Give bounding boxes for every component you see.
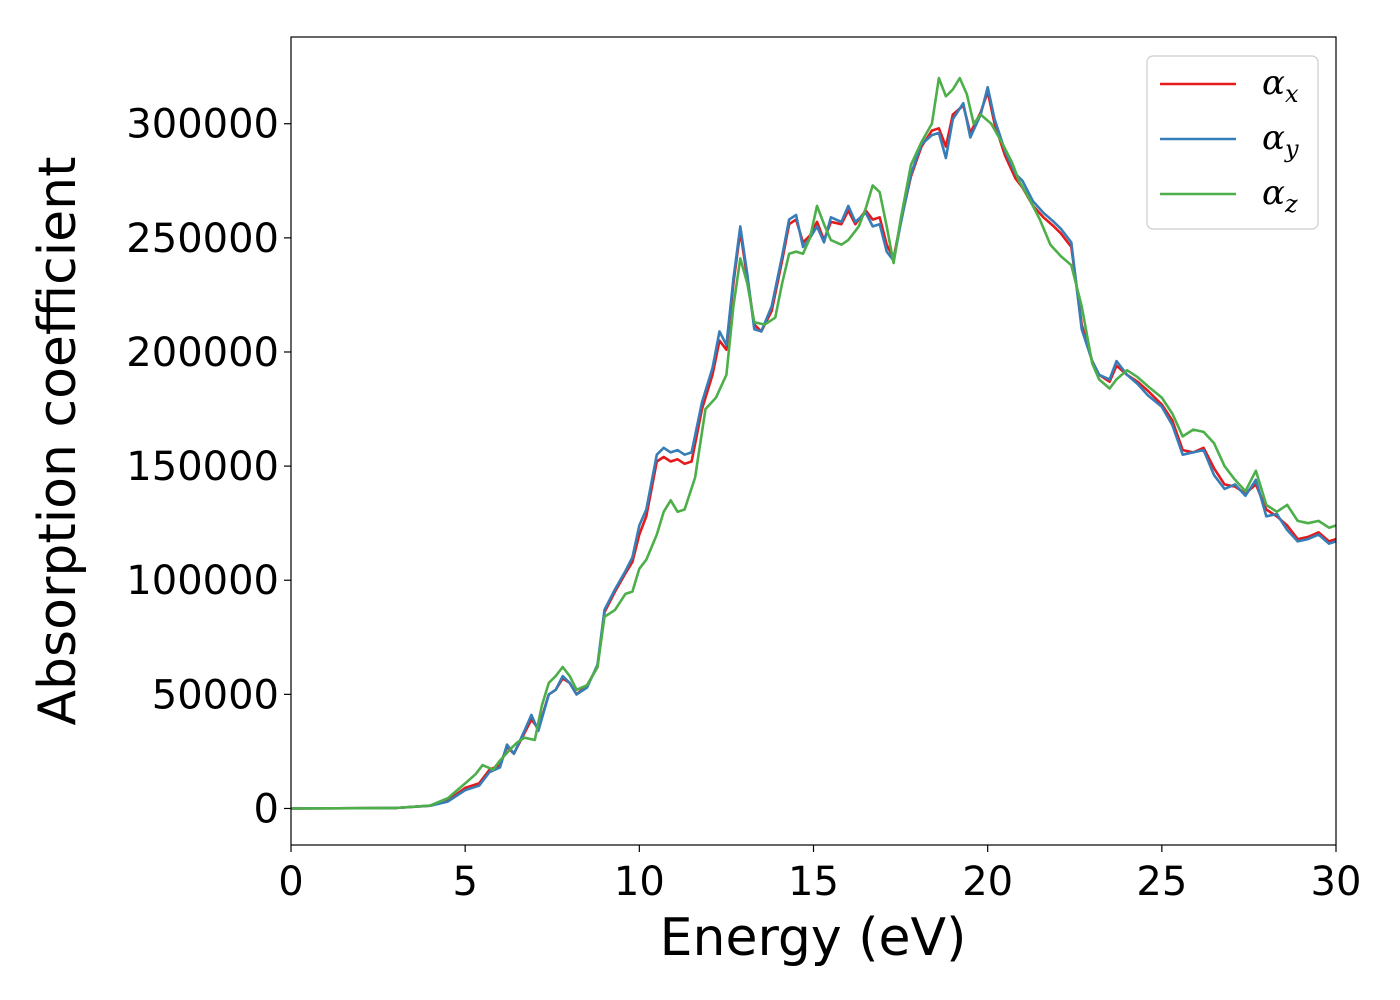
y-tick-label: 100000: [126, 558, 279, 604]
y-tick-label: 50000: [152, 672, 279, 718]
y-tick-label: 0: [254, 786, 279, 832]
x-tick-label: 25: [1136, 859, 1187, 905]
legend-box: [1146, 55, 1319, 230]
x-tick-label: 15: [788, 859, 839, 905]
x-tick-label: 10: [614, 859, 665, 905]
y-axis: 0 50000 100000 150000 200000 250000 300000: [126, 102, 291, 832]
x-axis: 0 5 10 15 20 25 30: [278, 845, 1361, 905]
series-line-z: [291, 76, 1336, 810]
series-line-y: [291, 85, 1336, 810]
series-layer: [291, 76, 1336, 810]
y-axis-title: Absorption coefficient: [28, 156, 88, 725]
x-tick-label: 5: [452, 859, 477, 905]
x-tick-label: 0: [278, 859, 303, 905]
x-tick-label: 30: [1311, 859, 1362, 905]
y-tick-label: 250000: [126, 216, 279, 262]
y-tick-label: 150000: [126, 444, 279, 490]
y-tick-label: 300000: [126, 102, 279, 148]
x-tick-label: 20: [962, 859, 1013, 905]
legend-label-z: αz: [1262, 173, 1298, 218]
x-axis-title: Energy (eV): [660, 908, 967, 968]
y-tick-label: 200000: [126, 330, 279, 376]
